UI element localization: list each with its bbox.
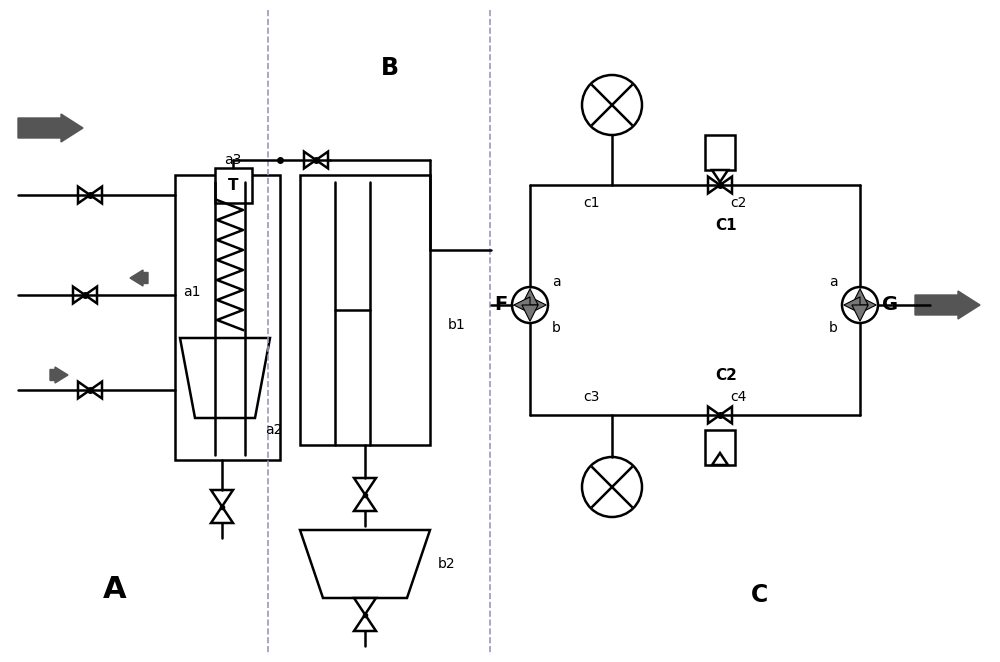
FancyArrow shape bbox=[130, 270, 148, 286]
Polygon shape bbox=[85, 287, 97, 303]
Circle shape bbox=[512, 287, 548, 323]
Text: b2: b2 bbox=[438, 557, 456, 571]
Text: a2: a2 bbox=[265, 423, 282, 437]
Bar bbox=[215, 168, 252, 203]
Text: a1: a1 bbox=[183, 285, 200, 299]
FancyArrow shape bbox=[50, 367, 68, 383]
Polygon shape bbox=[712, 453, 728, 465]
Text: C: C bbox=[751, 583, 769, 607]
Polygon shape bbox=[316, 152, 328, 168]
Polygon shape bbox=[514, 297, 530, 313]
Polygon shape bbox=[304, 152, 316, 168]
Polygon shape bbox=[211, 506, 233, 523]
Polygon shape bbox=[90, 187, 102, 203]
Circle shape bbox=[582, 457, 642, 517]
Polygon shape bbox=[708, 177, 720, 193]
Text: A: A bbox=[103, 575, 127, 604]
Polygon shape bbox=[712, 170, 728, 182]
Polygon shape bbox=[354, 614, 376, 631]
Polygon shape bbox=[720, 177, 732, 193]
FancyArrow shape bbox=[18, 114, 83, 142]
Circle shape bbox=[842, 287, 878, 323]
Polygon shape bbox=[354, 478, 376, 495]
Text: b: b bbox=[829, 321, 838, 335]
Polygon shape bbox=[300, 530, 430, 598]
Polygon shape bbox=[211, 490, 233, 506]
Text: F: F bbox=[495, 295, 508, 314]
Polygon shape bbox=[354, 598, 376, 614]
Polygon shape bbox=[522, 289, 538, 305]
Bar bbox=[705, 135, 735, 170]
Polygon shape bbox=[860, 297, 876, 313]
Text: C1: C1 bbox=[715, 218, 737, 232]
Bar bbox=[175, 175, 280, 460]
Text: a3: a3 bbox=[224, 153, 242, 167]
Polygon shape bbox=[73, 287, 85, 303]
Polygon shape bbox=[78, 187, 90, 203]
Polygon shape bbox=[354, 495, 376, 511]
Polygon shape bbox=[90, 381, 102, 399]
Text: T: T bbox=[228, 177, 238, 193]
Polygon shape bbox=[530, 297, 546, 313]
Polygon shape bbox=[708, 406, 720, 424]
Polygon shape bbox=[78, 381, 90, 399]
Polygon shape bbox=[852, 305, 868, 321]
Text: C2: C2 bbox=[715, 367, 737, 383]
Text: c2: c2 bbox=[730, 196, 746, 210]
Text: c4: c4 bbox=[730, 390, 746, 404]
FancyArrow shape bbox=[915, 291, 980, 319]
Circle shape bbox=[582, 75, 642, 135]
Text: B: B bbox=[381, 56, 399, 80]
Bar bbox=[300, 175, 430, 445]
Polygon shape bbox=[180, 338, 270, 418]
Text: c1: c1 bbox=[584, 196, 600, 210]
Polygon shape bbox=[852, 289, 868, 305]
Text: G: G bbox=[882, 295, 898, 314]
Text: c3: c3 bbox=[584, 390, 600, 404]
Polygon shape bbox=[720, 406, 732, 424]
Text: a: a bbox=[552, 275, 561, 289]
Bar bbox=[705, 430, 735, 465]
Text: b1: b1 bbox=[448, 318, 466, 332]
Polygon shape bbox=[844, 297, 860, 313]
Polygon shape bbox=[522, 305, 538, 321]
Text: a: a bbox=[829, 275, 838, 289]
Text: b: b bbox=[552, 321, 561, 335]
